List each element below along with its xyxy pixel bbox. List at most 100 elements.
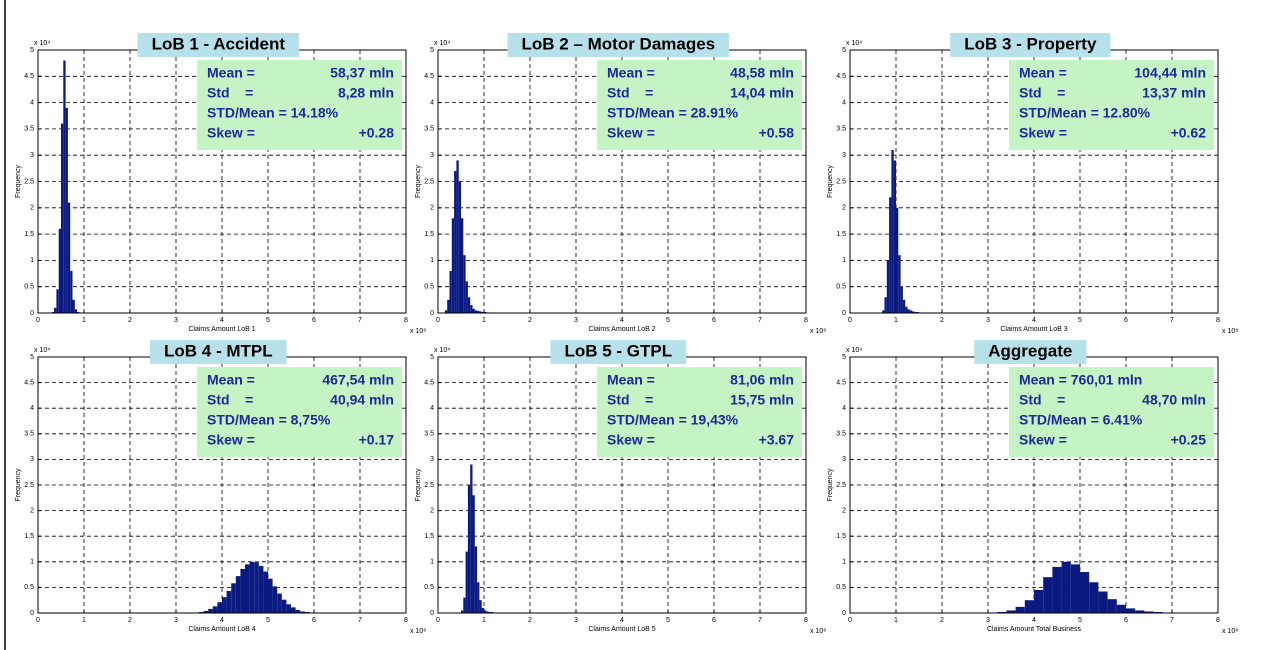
- histogram-bar: [1116, 604, 1126, 613]
- histogram-bar: [1052, 566, 1062, 613]
- y-tick-label: 3.5: [424, 431, 434, 438]
- histogram-bar: [474, 310, 478, 313]
- histogram-bar: [902, 299, 906, 313]
- y-tick-label: 1.5: [424, 533, 434, 540]
- x-scale-label: x 10⁸: [1222, 328, 1238, 335]
- y-scale-label: x 10⁴: [434, 40, 450, 47]
- stat-label: Skew =: [607, 432, 655, 448]
- x-tick-label: 6: [1124, 317, 1128, 324]
- x-scale-label: x 10⁸: [1222, 628, 1238, 635]
- histogram-bar: [912, 311, 915, 313]
- y-tick-label: 2.5: [424, 178, 434, 185]
- histogram-bar: [447, 299, 450, 313]
- y-scale-label: x 10⁴: [34, 347, 50, 354]
- histogram-bar: [472, 308, 475, 313]
- y-tick-label: 2: [30, 507, 34, 514]
- x-tick-label: 6: [312, 317, 316, 324]
- stat-label: Std =: [607, 392, 653, 408]
- histogram-bar: [199, 611, 204, 613]
- x-tick-label: 1: [482, 617, 486, 624]
- stat-value: 48,70 mln: [1142, 392, 1206, 408]
- stat-label: Skew =: [607, 125, 655, 141]
- y-tick-label: 4: [30, 405, 34, 412]
- histogram-bar: [272, 586, 278, 613]
- histogram-bar: [203, 610, 209, 613]
- x-tick-label: 2: [940, 617, 944, 624]
- y-tick-label: 5: [842, 354, 846, 361]
- stat-value: 13,37 mln: [1142, 85, 1206, 101]
- histogram-bar: [458, 181, 461, 313]
- y-tick-label: 3: [842, 152, 846, 159]
- stat-label: STD/Mean = 19,43%: [607, 412, 739, 428]
- panel: 0 1 2 3 4 5 6 7 8 0 0.5 1 1.5 2 2.5 3 3.5 4 4.5 5 Claims Amo…: [415, 33, 826, 335]
- stat-label: Std =: [207, 85, 253, 101]
- x-tick-label: 5: [1078, 617, 1082, 624]
- histogram-bar: [281, 599, 287, 613]
- y-tick-label: 4: [430, 405, 434, 412]
- y-tick-label: 1.5: [24, 231, 34, 238]
- x-axis-label: Claims Amount Total Business: [987, 626, 1082, 633]
- x-tick-label: 3: [174, 317, 178, 324]
- x-tick-label: 5: [1078, 317, 1082, 324]
- x-tick-label: 7: [358, 317, 362, 324]
- stat-label: STD/Mean = 6.41%: [1019, 412, 1143, 428]
- y-tick-label: 3: [430, 456, 434, 463]
- histogram-bar: [481, 607, 484, 613]
- x-tick-label: 5: [666, 617, 670, 624]
- x-tick-label: 6: [712, 317, 716, 324]
- y-tick-label: 2.5: [24, 178, 34, 185]
- x-scale-label: x 10⁸: [410, 628, 426, 635]
- x-tick-label: 3: [986, 617, 990, 624]
- histogram-bar: [1070, 564, 1080, 613]
- y-tick-label: 3.5: [836, 126, 846, 133]
- y-axis-label: Frequency: [15, 468, 22, 502]
- stat-value: 58,37 mln: [330, 65, 394, 81]
- histogram-bar: [1043, 577, 1053, 613]
- stat-value: 81,06 mln: [730, 372, 794, 388]
- title-box: [150, 340, 287, 364]
- stat-label: Mean =: [607, 372, 655, 388]
- stat-label: Skew =: [207, 125, 255, 141]
- y-tick-label: 5: [842, 47, 846, 54]
- histogram-bar: [465, 551, 468, 613]
- y-tick-label: 2: [430, 205, 434, 212]
- stats-box: [197, 60, 402, 150]
- histogram-bar: [212, 606, 218, 613]
- x-tick-label: 5: [266, 617, 270, 624]
- stat-label: Std =: [207, 392, 253, 408]
- histogram-bar: [474, 546, 478, 613]
- x-tick-label: 5: [266, 317, 270, 324]
- chart-title: LoB 4 - MTPL: [164, 341, 273, 360]
- y-tick-label: 0.5: [836, 284, 846, 291]
- histogram-bar: [263, 571, 268, 613]
- x-tick-label: 3: [574, 617, 578, 624]
- panel: 0 1 2 3 4 5 6 7 8 0 0.5 1 1.5 2 2.5 3 3.5 4 4.5 5 Claims Amo…: [15, 33, 426, 335]
- x-tick-label: 2: [528, 317, 532, 324]
- histogram-bar: [258, 565, 264, 613]
- panel: 0 1 2 3 4 5 6 7 8 0 0.5 1 1.5 2 2.5 3 3.5 4 4.5 5 Claims Amo…: [827, 33, 1238, 335]
- histogram-bar: [74, 309, 78, 313]
- title-box: [974, 340, 1087, 364]
- y-tick-label: 4.5: [24, 379, 34, 386]
- stat-value: +0.25: [1171, 432, 1207, 448]
- y-tick-label: 2: [30, 205, 34, 212]
- x-tick-label: 0: [848, 317, 852, 324]
- histogram-bar: [997, 611, 1007, 613]
- histogram-bar: [1006, 610, 1016, 613]
- histogram-bar: [477, 310, 480, 313]
- x-tick-label: 0: [436, 317, 440, 324]
- histogram-bar: [472, 495, 475, 613]
- stat-label: Std =: [1019, 85, 1065, 101]
- x-tick-label: 3: [174, 617, 178, 624]
- histogram-bar: [1126, 608, 1136, 613]
- stat-label: STD/Mean = 14.18%: [207, 105, 339, 121]
- histogram-bar: [1098, 591, 1108, 613]
- x-tick-label: 0: [36, 317, 40, 324]
- x-tick-label: 1: [894, 617, 898, 624]
- histogram-bar: [268, 578, 273, 613]
- y-tick-label: 5: [430, 354, 434, 361]
- stat-value: 48,58 mln: [730, 65, 794, 81]
- y-tick-label: 1: [430, 559, 434, 566]
- histogram-bar: [63, 60, 66, 313]
- x-tick-label: 4: [620, 617, 624, 624]
